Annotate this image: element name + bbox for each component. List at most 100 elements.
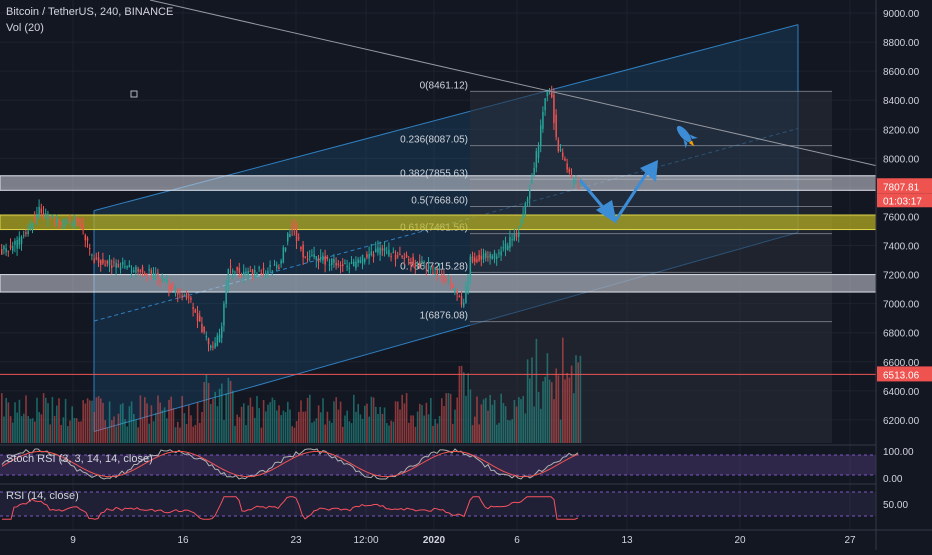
volume-bar bbox=[515, 406, 518, 443]
small-square-marker[interactable] bbox=[130, 90, 138, 98]
candle-body bbox=[575, 180, 577, 182]
candle-body bbox=[361, 254, 364, 264]
candle-body bbox=[190, 297, 192, 300]
price-axis[interactable]: 9000.00 8800.00 8600.00 8400.00 8200.00 8000.… bbox=[875, 0, 932, 550]
volume-bar bbox=[326, 411, 329, 443]
candle-body bbox=[515, 233, 518, 238]
volume-bar bbox=[58, 398, 60, 443]
volume-bar bbox=[64, 398, 67, 443]
volume-bar bbox=[557, 375, 560, 443]
candle-body bbox=[203, 326, 205, 333]
candle-body bbox=[324, 256, 326, 265]
candle-body bbox=[313, 254, 315, 258]
candle-body bbox=[282, 247, 285, 263]
candle-body bbox=[500, 251, 502, 256]
volume-bar bbox=[276, 410, 278, 443]
candle-body bbox=[172, 285, 175, 287]
time-tick-label: 23 bbox=[290, 535, 302, 546]
volume-bar bbox=[520, 399, 522, 443]
candle-body bbox=[421, 261, 423, 263]
candle-body bbox=[359, 260, 362, 263]
volume-bar bbox=[284, 412, 287, 443]
volume-bar bbox=[51, 397, 54, 443]
volume-bars bbox=[1, 337, 582, 443]
volume-bar bbox=[504, 406, 507, 443]
volume-bar bbox=[467, 373, 469, 443]
volume-bar bbox=[159, 402, 161, 443]
candle-body bbox=[399, 254, 401, 256]
time-tick-label: 2020 bbox=[423, 535, 446, 546]
candle-body bbox=[161, 277, 164, 283]
price-tick-label: 9000.00 bbox=[883, 9, 920, 20]
volume-bar bbox=[221, 383, 223, 443]
volume-bar bbox=[203, 382, 205, 443]
candle-body bbox=[573, 180, 575, 183]
fib-level-label: 0.236(8087.05) bbox=[400, 135, 468, 146]
volume-bar bbox=[491, 404, 494, 443]
candle-body bbox=[458, 296, 461, 298]
candle-body bbox=[45, 213, 47, 216]
volume-bar bbox=[232, 390, 234, 443]
volume-bar bbox=[269, 402, 271, 443]
volume-bar bbox=[465, 395, 467, 443]
volume-bar bbox=[119, 404, 122, 443]
volume-bar bbox=[496, 424, 498, 443]
volume-bar bbox=[199, 423, 201, 443]
volume-bar bbox=[113, 416, 115, 443]
candle-body bbox=[16, 239, 18, 249]
volume-bar bbox=[36, 397, 38, 443]
volume-bar bbox=[265, 411, 267, 443]
volume-bar bbox=[3, 416, 5, 443]
volume-bar bbox=[456, 397, 458, 443]
candle-body bbox=[520, 225, 522, 227]
candle-body bbox=[207, 338, 210, 345]
volume-bar bbox=[498, 422, 500, 443]
candle-body bbox=[141, 266, 144, 273]
candle-body bbox=[449, 281, 452, 286]
candle-body bbox=[489, 253, 491, 259]
volume-bar bbox=[447, 393, 450, 443]
candle-body bbox=[91, 254, 93, 256]
candle-body bbox=[412, 256, 414, 264]
candle-body bbox=[49, 218, 51, 220]
stoch-axis-label: 100.00 bbox=[883, 447, 914, 458]
volume-bar bbox=[480, 404, 483, 443]
volume-bar bbox=[438, 415, 441, 443]
volume-bar bbox=[570, 365, 573, 443]
volume-bar bbox=[256, 395, 258, 443]
candle-body bbox=[170, 284, 172, 291]
volume-bar bbox=[62, 417, 65, 443]
candle-body bbox=[348, 267, 351, 269]
volume-bar bbox=[133, 414, 135, 443]
volume-bar bbox=[238, 417, 241, 443]
candle-body bbox=[518, 232, 520, 237]
volume-bar bbox=[423, 415, 425, 443]
candle-body bbox=[150, 269, 153, 274]
volume-bar bbox=[126, 426, 128, 443]
candle-body bbox=[302, 244, 304, 258]
candle-body bbox=[485, 252, 487, 258]
volume-bar bbox=[287, 401, 289, 443]
volume-bar bbox=[454, 409, 456, 443]
volume-bar bbox=[529, 378, 531, 443]
volume-bar bbox=[522, 395, 524, 443]
volume-bar bbox=[324, 424, 326, 443]
volume-bar bbox=[271, 397, 274, 443]
time-axis[interactable]: 9 16 23 12:00 2020 6 13 20 27 bbox=[70, 535, 856, 546]
candle-body bbox=[25, 232, 27, 235]
rsi-axis-label: 50.00 bbox=[883, 500, 908, 511]
candle-body bbox=[346, 266, 348, 268]
candle-body bbox=[577, 181, 579, 183]
time-tick-label: 16 bbox=[177, 535, 189, 546]
volume-bar bbox=[410, 415, 412, 443]
volume-bar bbox=[60, 424, 62, 443]
candle-body bbox=[309, 256, 311, 258]
price-tick-label: 7200.00 bbox=[883, 271, 920, 282]
volume-bar bbox=[243, 403, 245, 443]
candle-body bbox=[258, 267, 260, 269]
candle-body bbox=[73, 219, 76, 225]
volume-bar bbox=[577, 362, 579, 443]
volume-bar bbox=[331, 422, 333, 443]
volume-bar bbox=[258, 408, 260, 443]
